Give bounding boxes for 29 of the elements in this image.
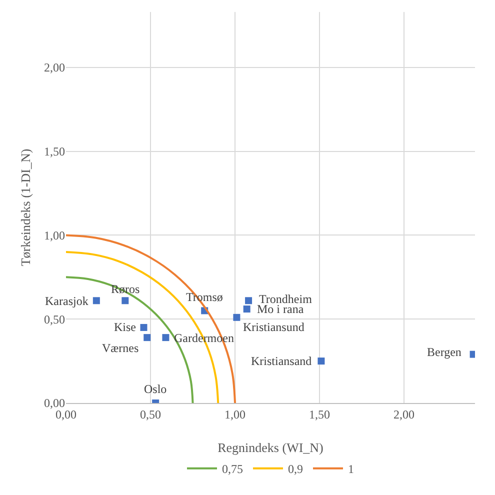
- x-axis-title: Regnindeks (WI_N): [218, 440, 324, 455]
- y-axis-title: Tørkeindeks (1-DI_N): [18, 148, 33, 266]
- legend-label: 0,9: [288, 462, 303, 476]
- x-tick-label: 1,00: [224, 407, 246, 422]
- annotation: Kise: [114, 320, 136, 334]
- annotation: Bergen: [427, 345, 462, 359]
- y-tick-label: 1,00: [44, 228, 65, 242]
- point: [122, 297, 129, 304]
- point: [162, 334, 170, 342]
- legend-label: 0,75: [222, 462, 243, 476]
- point: [318, 358, 325, 365]
- point: [233, 314, 240, 321]
- x-tick-label: 2,00: [394, 407, 415, 422]
- y-tick-label: 0,50: [44, 312, 65, 326]
- point: [144, 334, 151, 342]
- x-tick-label: 1,50: [309, 407, 330, 422]
- annotation: Værnes: [102, 341, 139, 355]
- x-tick-label: 0,50: [140, 407, 161, 422]
- point: [245, 297, 252, 304]
- y-tick-label: 2,00: [44, 60, 65, 75]
- annotation: Karasjok: [45, 294, 88, 308]
- annotation: Oslo: [144, 382, 167, 396]
- point: [92, 297, 100, 304]
- point: [243, 306, 250, 313]
- annotation: Kristiansand: [251, 354, 312, 368]
- point: [140, 324, 148, 331]
- y-tick-label: 1,50: [44, 144, 65, 158]
- legend-label: 1: [348, 462, 354, 476]
- annotation: Kristiansund: [243, 320, 304, 334]
